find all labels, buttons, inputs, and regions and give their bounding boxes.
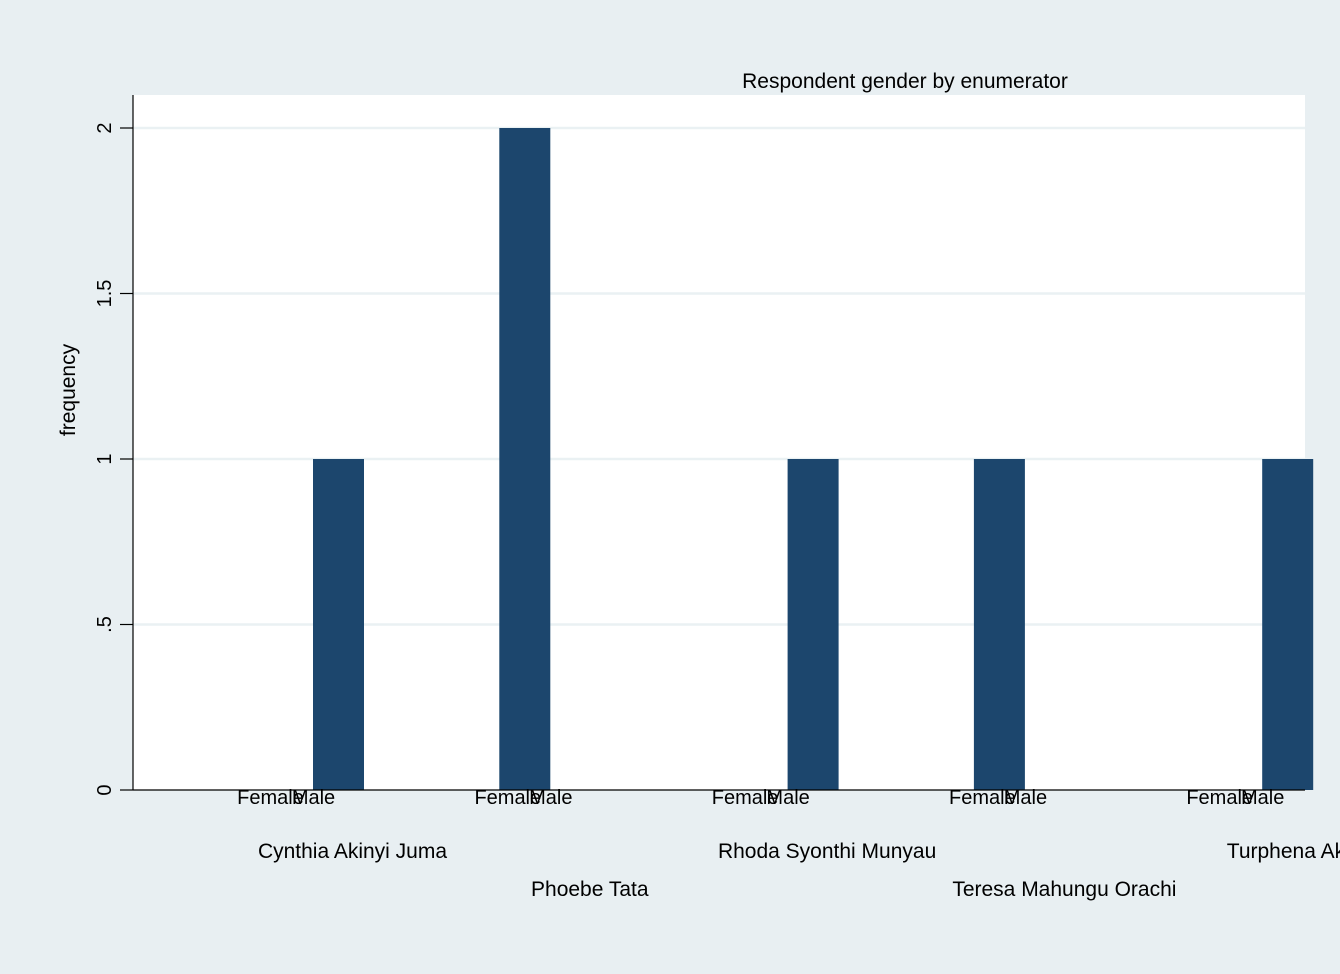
x-tick-label-category: Female bbox=[949, 787, 1016, 809]
x-tick-label-enumerator: Rhoda Syonthi Munyau bbox=[718, 840, 936, 863]
bar bbox=[499, 128, 551, 790]
x-tick-label-enumerator: Turphena Akinyi bbox=[1227, 840, 1340, 863]
x-tick-label-enumerator: Teresa Mahungu Orachi bbox=[952, 878, 1176, 901]
bar bbox=[787, 459, 839, 790]
x-tick-label-category: Male bbox=[529, 787, 572, 809]
y-tick-label: 1.5 bbox=[94, 280, 116, 308]
y-tick-label: 0 bbox=[94, 784, 116, 795]
x-tick-label-category: Female bbox=[712, 787, 779, 809]
bar bbox=[1262, 459, 1314, 790]
plot-area bbox=[133, 95, 1305, 790]
x-tick-label-category: Male bbox=[1241, 787, 1284, 809]
y-axis-label: frequency bbox=[57, 343, 80, 436]
bar bbox=[313, 459, 364, 790]
y-tick-label: 2 bbox=[94, 122, 116, 133]
x-tick-label-category: Female bbox=[237, 787, 304, 809]
y-tick-label: .5 bbox=[94, 616, 116, 633]
y-ticks: 0 .5 1 1.5 2 bbox=[94, 122, 133, 796]
x-tick-label-category: Male bbox=[292, 787, 335, 809]
bar bbox=[973, 459, 1025, 790]
y-tick-label: 1 bbox=[94, 453, 116, 464]
x-tick-label-enumerator: Phoebe Tata bbox=[531, 878, 649, 901]
x-tick-label-category: Male bbox=[1004, 787, 1047, 809]
x-tick-label-category: Female bbox=[1186, 787, 1253, 809]
x-tick-label-category: Female bbox=[474, 787, 541, 809]
x-tick-label-category: Male bbox=[766, 787, 809, 809]
x-tick-label-enumerator: Cynthia Akinyi Juma bbox=[258, 840, 447, 863]
chart-title: Respondent gender by enumerator bbox=[742, 70, 1068, 93]
bars bbox=[313, 128, 1314, 790]
